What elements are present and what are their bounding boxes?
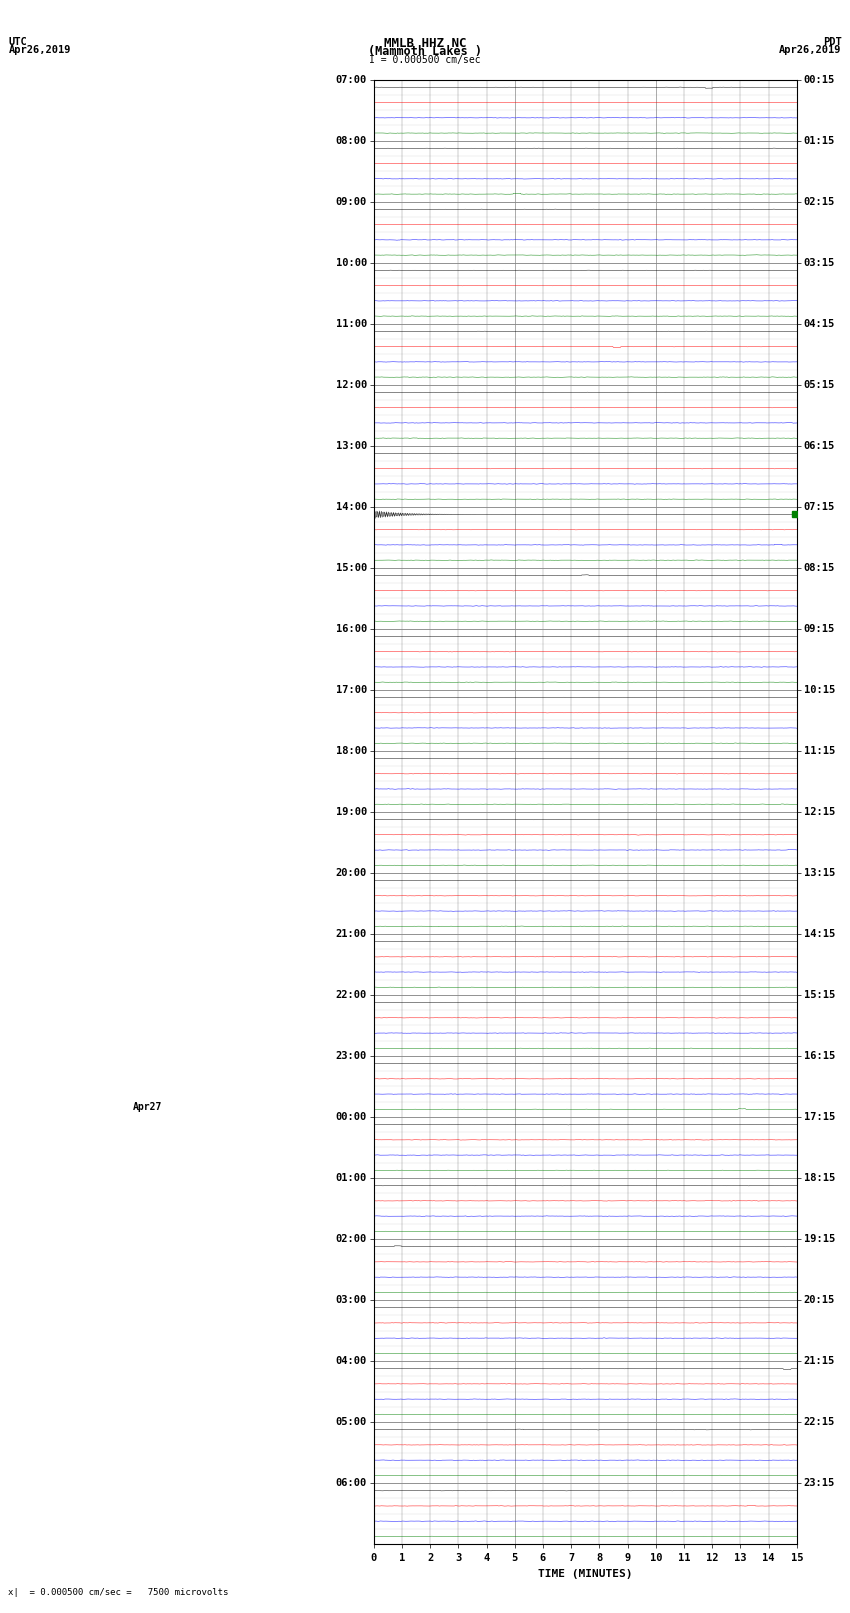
Text: UTC: UTC — [8, 37, 27, 47]
Text: x|  = 0.000500 cm/sec =   7500 microvolts: x| = 0.000500 cm/sec = 7500 microvolts — [8, 1587, 229, 1597]
Text: PDT: PDT — [823, 37, 842, 47]
Text: Apr26,2019: Apr26,2019 — [8, 45, 71, 55]
Text: I = 0.000500 cm/sec: I = 0.000500 cm/sec — [369, 55, 481, 65]
Text: Apr26,2019: Apr26,2019 — [779, 45, 842, 55]
Text: Apr27: Apr27 — [133, 1102, 162, 1113]
Text: (Mammoth Lakes ): (Mammoth Lakes ) — [368, 45, 482, 58]
X-axis label: TIME (MINUTES): TIME (MINUTES) — [538, 1569, 632, 1579]
Text: MMLB HHZ NC: MMLB HHZ NC — [383, 37, 467, 50]
